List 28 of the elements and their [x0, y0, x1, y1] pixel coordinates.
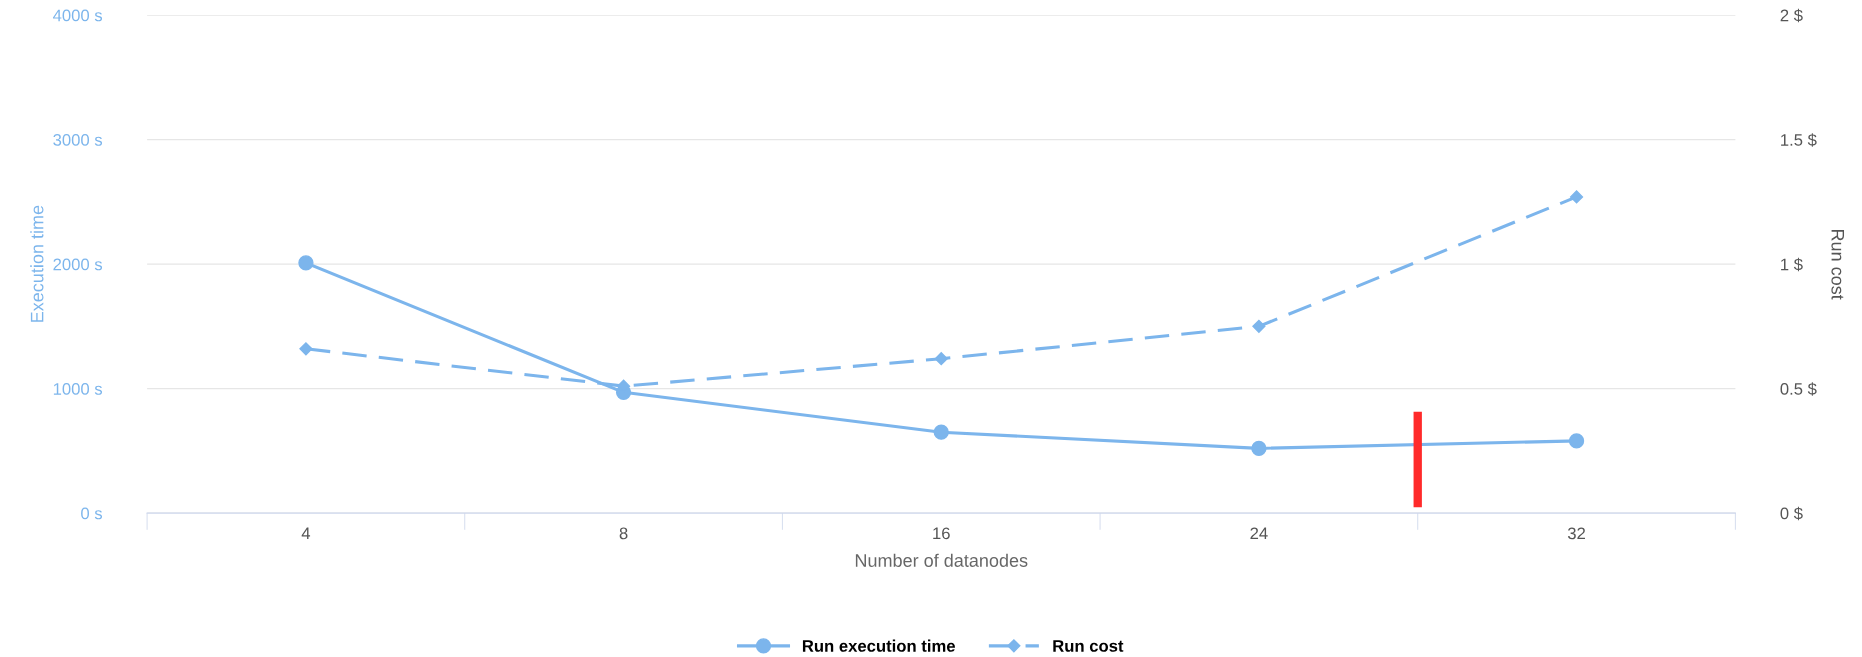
- point: [1569, 190, 1584, 204]
- x-tick-label: 16: [933, 527, 950, 540]
- y-axis-title: Execution time: [30, 205, 44, 322]
- y-tick-label: 3000 s: [53, 134, 103, 146]
- x-axis-title: Number of datanodes: [855, 553, 1028, 567]
- point: [1568, 433, 1585, 449]
- y-tick-label: 4000 s: [53, 9, 103, 22]
- y2-tick-label: 1 $: [1781, 257, 1803, 272]
- y2-axis-title: Run cost: [1831, 229, 1845, 300]
- y2-tick-label: 2 $: [1780, 8, 1803, 23]
- point: [299, 342, 313, 356]
- point: [298, 255, 314, 271]
- y2-tick-label: 1.5 $: [1781, 133, 1817, 147]
- legend-label: Run execution time: [802, 639, 955, 652]
- x-tick-label: 24: [1250, 527, 1268, 540]
- y2-tick-label: 0 $: [1780, 506, 1803, 521]
- x-tick-label: 4: [301, 527, 311, 540]
- y2-tick-label: 0.5 $: [1780, 382, 1817, 396]
- y-tick-label: 2000 s: [53, 258, 103, 271]
- point: [933, 424, 949, 440]
- y-tick-label: 0 s: [81, 507, 103, 520]
- x-tick-label: 32: [1567, 527, 1585, 540]
- point: [1252, 319, 1266, 333]
- x-tick-label: 8: [619, 527, 628, 540]
- y-tick-label: 1000 s: [53, 383, 103, 395]
- legend-label: Run cost: [1053, 640, 1124, 652]
- point: [934, 352, 948, 366]
- point: [1251, 440, 1267, 457]
